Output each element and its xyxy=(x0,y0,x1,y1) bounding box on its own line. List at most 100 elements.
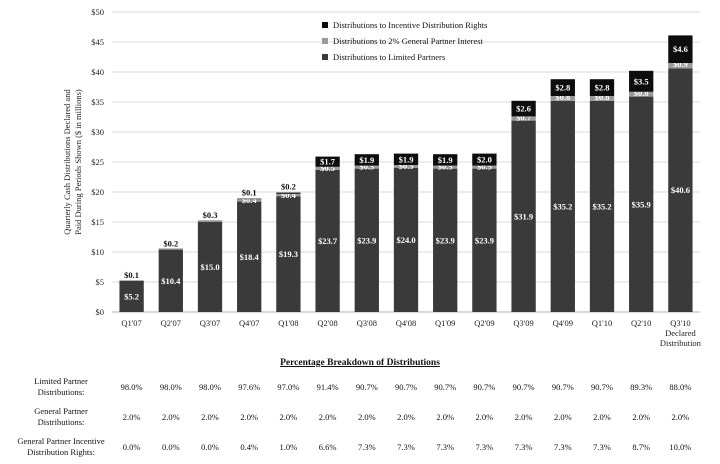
breakdown-cell: 90.7% xyxy=(355,382,378,392)
data-label: $23.9 xyxy=(357,235,376,245)
bar-segment xyxy=(550,96,575,101)
data-label: $40.6 xyxy=(671,185,690,195)
breakdown-cell: 2.0% xyxy=(397,412,415,422)
data-label: $23.9 xyxy=(475,235,494,245)
breakdown-cell: 7.3% xyxy=(475,442,494,452)
data-label: $1.9 xyxy=(359,155,374,165)
breakdown-cell: 7.3% xyxy=(553,442,572,452)
bar-segment xyxy=(550,100,575,312)
breakdown-cell: 90.7% xyxy=(591,382,613,392)
bar-segment xyxy=(511,100,536,117)
breakdown-cell: 2.0% xyxy=(318,412,337,422)
data-label: $0.3 xyxy=(203,210,218,220)
bar-segment xyxy=(237,199,262,202)
bar-segment xyxy=(589,100,615,312)
breakdown-cell: 2.0% xyxy=(357,412,376,422)
bar-segment xyxy=(433,168,458,312)
data-label: $10.4 xyxy=(161,276,181,286)
data-label: $24.0 xyxy=(396,235,415,245)
data-label: $2.0 xyxy=(477,155,492,165)
x-tick-label: Q4'08 xyxy=(396,318,416,328)
x-tick-label: Q4'09 xyxy=(553,318,573,328)
bar-segment xyxy=(158,248,183,250)
bar-segment xyxy=(119,280,144,281)
row-label-line: Distributions: xyxy=(37,417,85,427)
bar-segment xyxy=(668,68,693,313)
bar-segment xyxy=(433,165,458,169)
bar-segment xyxy=(472,153,497,166)
bar-segment xyxy=(315,156,340,167)
breakdown-cell: 2.0% xyxy=(201,412,219,422)
data-label: $0.2 xyxy=(281,182,296,192)
legend-swatch xyxy=(322,38,328,44)
breakdown-cell: 90.7% xyxy=(512,382,535,392)
data-label: $0.5 xyxy=(399,161,414,171)
bar-segment xyxy=(511,120,536,312)
breakdown-cell: 7.3% xyxy=(514,442,533,452)
data-label: $0.1 xyxy=(242,188,257,198)
breakdown-cell: 2.0% xyxy=(436,412,455,422)
breakdown-cell: 90.7% xyxy=(434,382,457,392)
breakdown-cell: 2.0% xyxy=(553,412,572,422)
breakdown-cell: 7.3% xyxy=(397,442,415,452)
data-label: $1.9 xyxy=(438,155,453,165)
breakdown-cell: 91.4% xyxy=(316,382,339,392)
breakdown-cell: 0.0% xyxy=(161,442,180,452)
bar-segment xyxy=(276,192,301,194)
x-axis-labels: Q1'07 Q2'07 Q3'07 Q4'07 Q1'08 Q2'08 Q3'08 Q4'08… xyxy=(121,318,701,348)
breakdown-cell: 97.6% xyxy=(238,382,261,392)
data-label: $0.8 xyxy=(555,92,570,102)
bar-segment xyxy=(315,166,340,170)
data-label: $0.7 xyxy=(516,112,532,122)
breakdown-cell: 88.0% xyxy=(669,382,692,392)
x-tick-label: Q3'09 xyxy=(513,318,533,328)
bar-segment xyxy=(354,168,379,312)
y-tick-label: $45 xyxy=(91,37,104,47)
y-tick-label: $50 xyxy=(91,7,104,17)
bar-segment xyxy=(589,79,615,96)
bar-segment xyxy=(354,154,379,166)
breakdown-row-label: General Partner Distributions: xyxy=(0,406,122,428)
breakdown-cell: 90.7% xyxy=(395,382,417,392)
x-tick-label: Q2'10 xyxy=(631,318,651,328)
data-label: $2.8 xyxy=(595,83,610,93)
breakdown-cell: 98.0% xyxy=(159,382,182,392)
data-label: $23.7 xyxy=(318,236,338,246)
x-tick-label: Q1'09 xyxy=(435,318,455,328)
data-label: $35.2 xyxy=(592,201,611,211)
bar-segment xyxy=(393,165,419,168)
breakdown-cell: 98.0% xyxy=(120,382,143,392)
bar-segment xyxy=(315,169,340,312)
bar-segment xyxy=(158,249,183,312)
row-label-line: Distribution Rights: xyxy=(27,447,95,457)
data-label: $35.2 xyxy=(553,201,572,211)
y-tick-label: $40 xyxy=(91,67,104,77)
bar-segment xyxy=(276,193,301,197)
data-label: $3.5 xyxy=(634,76,649,86)
breakdown-row: Limited Partner Distributions: 98.0% 98.0% 9… xyxy=(0,374,720,404)
x-tick-label: Q3'07 xyxy=(200,318,220,328)
breakdown-row: General Partner Incentive Distribution Ri… xyxy=(0,434,720,464)
row-label-line: General Partner Incentive xyxy=(17,436,105,446)
data-label: $0.5 xyxy=(320,163,335,173)
data-label: $0.1 xyxy=(124,270,139,280)
breakdown-cell: 89.3% xyxy=(630,382,653,392)
bar-segment xyxy=(668,63,693,69)
bar-segment xyxy=(629,91,654,97)
row-label-line: General Partner xyxy=(34,406,88,416)
bar-segment xyxy=(629,96,654,312)
bar-segment xyxy=(472,168,497,312)
y-axis-label: Quarterly Cash Distributions Declared an… xyxy=(62,89,83,235)
bar-segment xyxy=(276,196,301,312)
legend-entry: Distributions to Incentive Distribution … xyxy=(333,20,487,30)
breakdown-cell: 10.0% xyxy=(669,442,692,452)
breakdown-row: General Partner Distributions: 2.0% 2.0% 2.0… xyxy=(0,404,720,434)
data-label: $1.7 xyxy=(320,157,336,167)
breakdown-cell: 0.4% xyxy=(240,442,259,452)
x-tick-label: Q4'07 xyxy=(239,318,259,328)
data-label: $0.8 xyxy=(595,92,610,102)
breakdown-row-label: General Partner Incentive Distribution Ri… xyxy=(0,436,122,458)
chart-legend: Distributions to Incentive Distribution … xyxy=(322,20,487,62)
breakdown-cell: 90.7% xyxy=(473,382,496,392)
data-label: $0.2 xyxy=(163,238,178,248)
